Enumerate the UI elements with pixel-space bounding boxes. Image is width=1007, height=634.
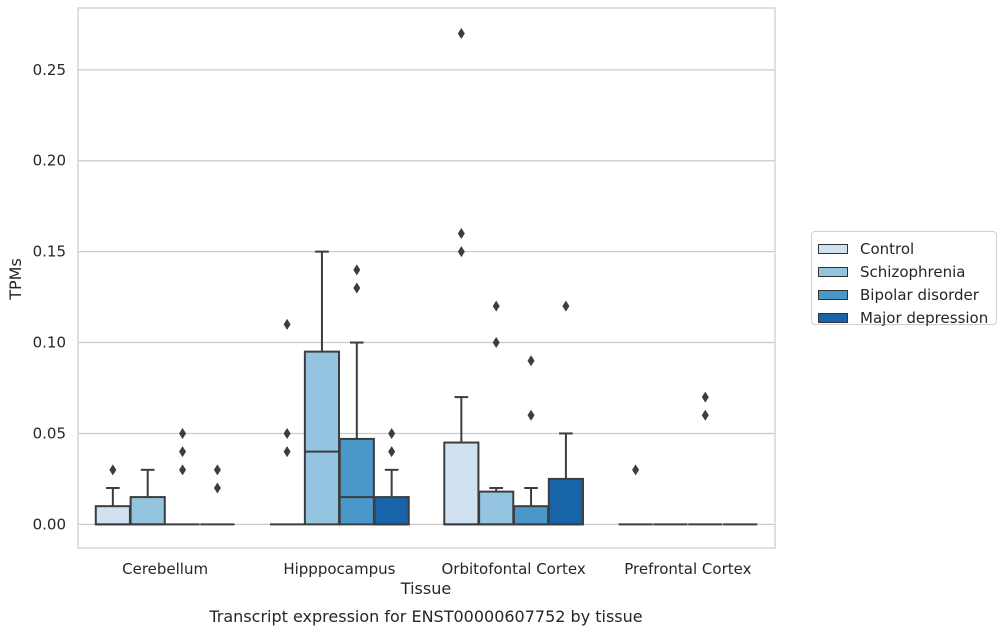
- outlier-point: [492, 337, 500, 349]
- legend-item: Bipolar disorder: [818, 283, 996, 306]
- legend-item: Major depression: [818, 306, 996, 329]
- outlier-point: [179, 464, 187, 476]
- y-tick-label: 0.15: [33, 243, 66, 261]
- x-tick-labels: Cerebellum Hipppocampus Orbitofontal Corte…: [122, 560, 751, 578]
- x-tick-label: Cerebellum: [122, 560, 208, 578]
- outlier-point: [283, 446, 291, 458]
- y-tick-label: 0.05: [33, 424, 66, 442]
- box: [478, 490, 515, 526]
- outlier-point: [283, 427, 291, 439]
- outlier-point: [283, 318, 291, 330]
- outlier-point: [492, 300, 500, 312]
- box-control: [618, 464, 653, 526]
- box: [338, 437, 375, 526]
- x-tick-label: Orbitofontal Cortex: [442, 560, 586, 578]
- outlier-point: [388, 446, 396, 458]
- box: [303, 350, 341, 526]
- legend: Control Schizophrenia Bipolar disorder Majo…: [811, 231, 997, 327]
- box-bipolar-disorder: [165, 427, 200, 526]
- outlier-point: [353, 282, 361, 294]
- outlier-point: [457, 246, 465, 258]
- outlier-point: [457, 227, 465, 239]
- legend-swatch: [818, 243, 848, 254]
- legend-item: Schizophrenia: [818, 260, 996, 283]
- box: [129, 496, 166, 526]
- outlier-point: [632, 464, 640, 476]
- y-axis-label: TPMs: [6, 258, 25, 301]
- box: [547, 477, 584, 526]
- box-bipolar-disorder: [512, 355, 550, 526]
- outlier-point: [213, 482, 221, 494]
- outlier-point: [353, 264, 361, 276]
- box-control: [443, 27, 480, 526]
- box: [512, 505, 550, 526]
- outlier-point: [527, 409, 535, 421]
- plot-frame: [77, 7, 776, 549]
- box-major-depression: [547, 300, 584, 526]
- legend-label: Schizophrenia: [860, 262, 966, 281]
- outlier-point: [109, 464, 117, 476]
- box-series: [94, 27, 758, 526]
- outlier-point: [527, 355, 535, 367]
- x-tick-label: Prefrontal Cortex: [624, 560, 751, 578]
- y-tick-label: 0.00: [33, 515, 66, 533]
- outlier-point: [701, 391, 709, 403]
- y-tick-label: 0.20: [33, 152, 66, 170]
- y-tick-label: 0.25: [33, 61, 66, 79]
- box-schizophrenia: [478, 300, 515, 526]
- box: [94, 505, 131, 526]
- x-tick-label: Hipppocampus: [283, 560, 395, 578]
- box-schizophrenia: [303, 250, 341, 526]
- outlier-point: [213, 464, 221, 476]
- outlier-point: [179, 427, 187, 439]
- y-tick-label: 0.10: [33, 334, 66, 352]
- box-bipolar-disorder: [338, 264, 375, 526]
- outlier-point: [457, 27, 465, 39]
- box: [373, 496, 410, 526]
- legend-swatch: [818, 266, 848, 277]
- y-tick-labels: 0.00 0.05 0.10 0.15 0.20 0.25: [33, 61, 66, 534]
- legend-swatch: [818, 312, 848, 323]
- box-control: [270, 318, 305, 526]
- box: [443, 441, 480, 526]
- chart-caption: Transcript expression for ENST0000060775…: [208, 607, 642, 626]
- legend-label: Bipolar disorder: [860, 285, 979, 304]
- outlier-point: [701, 409, 709, 421]
- x-axis-label: Tissue: [400, 579, 451, 598]
- box-schizophrenia: [129, 468, 166, 526]
- box-control: [94, 464, 131, 526]
- legend-swatch: [818, 289, 848, 300]
- legend-item: Control: [818, 237, 996, 260]
- legend-label: Major depression: [860, 308, 989, 327]
- box-major-depression: [373, 427, 410, 526]
- box-major-depression: [200, 464, 235, 526]
- outlier-point: [562, 300, 570, 312]
- outlier-point: [388, 427, 396, 439]
- legend-label: Control: [860, 239, 915, 258]
- outlier-point: [179, 446, 187, 458]
- box-bipolar-disorder: [688, 391, 723, 526]
